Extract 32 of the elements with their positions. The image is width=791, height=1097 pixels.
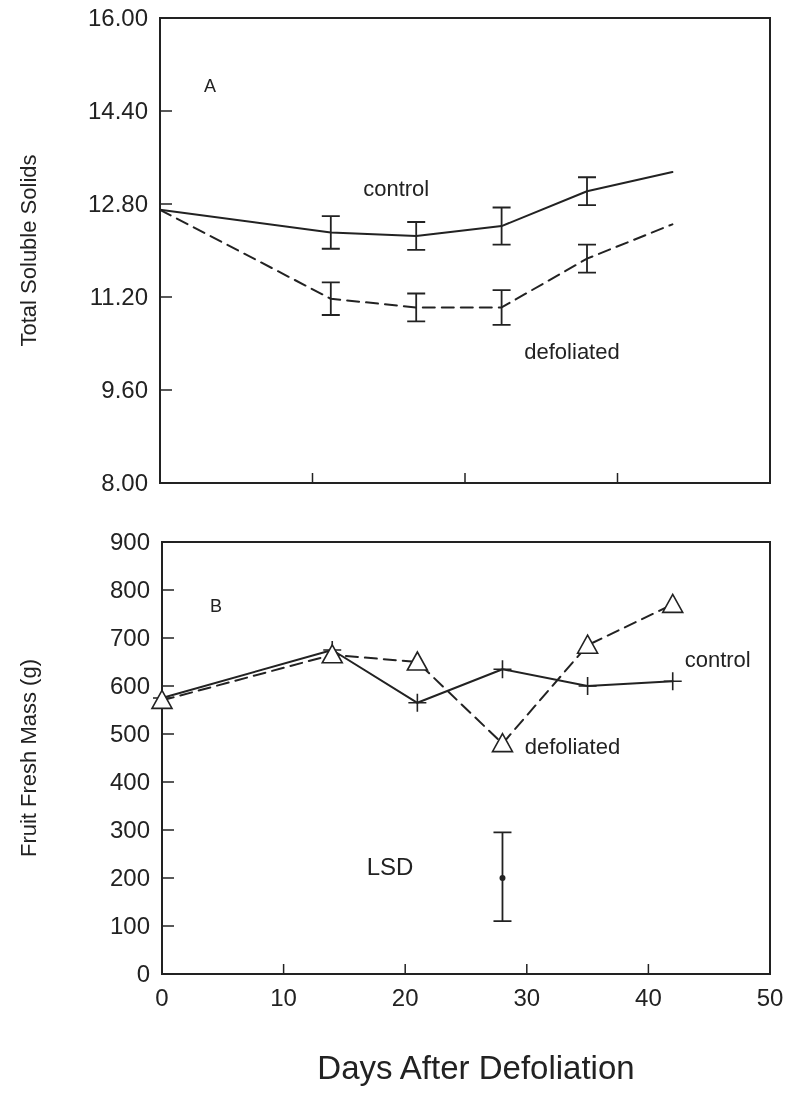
annotation: A — [203, 76, 217, 96]
series-label: defoliated — [524, 733, 621, 759]
y-tick-label: 500 — [109, 720, 150, 747]
y-axis-title: Fruit Fresh Mass (g) — [16, 658, 41, 858]
annotation: B — [209, 596, 223, 616]
x-tick-label: 10 — [270, 984, 297, 1011]
y-tick-label: 14.40 — [87, 97, 148, 124]
x-axis-title: Days After Defoliation — [317, 1049, 635, 1086]
x-tick-label: 0 — [155, 984, 169, 1011]
y-tick-label: 900 — [109, 528, 150, 555]
y-tick-label: 11.20 — [89, 283, 148, 310]
series-label: control — [684, 647, 751, 673]
y-tick-label: 8.00 — [101, 469, 148, 496]
series-label: defoliated — [524, 338, 620, 364]
y-axis-title: Total Soluble Solids — [16, 154, 41, 347]
x-tick-label: 30 — [513, 984, 541, 1011]
y-tick-label: 0 — [136, 960, 150, 987]
x-tick-label: 20 — [391, 984, 419, 1011]
y-tick-label: 300 — [109, 816, 150, 843]
y-tick-label: 400 — [109, 768, 150, 795]
y-tick-label: 16.00 — [87, 4, 148, 31]
x-tick-label: 40 — [635, 984, 662, 1011]
y-tick-label: 200 — [109, 864, 150, 891]
y-tick-label: 800 — [109, 576, 150, 603]
y-tick-label: 700 — [109, 624, 150, 651]
annotation: LSD — [366, 853, 414, 880]
y-tick-label: 100 — [109, 912, 150, 939]
y-tick-label: 12.80 — [87, 190, 148, 217]
x-tick-label: 50 — [756, 984, 784, 1011]
y-tick-label: 9.60 — [101, 376, 148, 403]
series-label: control — [363, 175, 430, 201]
y-tick-label: 600 — [109, 672, 150, 699]
